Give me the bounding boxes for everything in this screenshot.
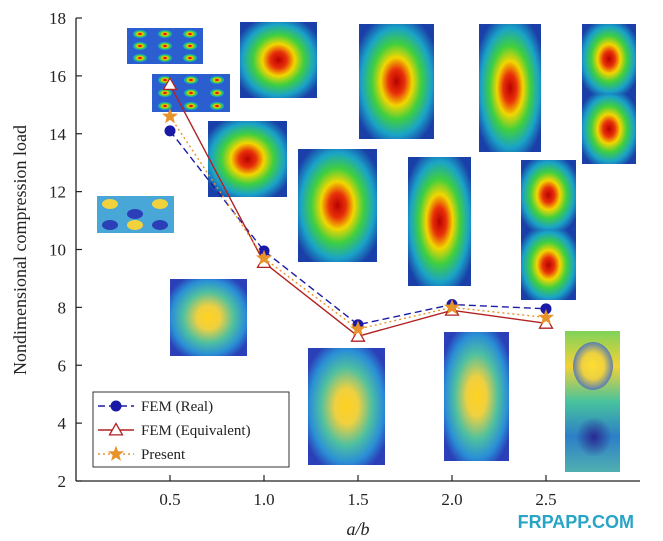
mode-image-2.0-a: [479, 24, 541, 152]
mode-image-2.0-c: [444, 332, 509, 461]
series-line: [169, 130, 547, 326]
y-ticks: 2 4 6 8 10 12 14 16 18: [49, 9, 82, 491]
legend-entry: Present: [98, 445, 186, 463]
y-tick-label: 18: [49, 9, 66, 28]
legend-entry: FEM (Equivalent): [98, 422, 251, 439]
series-fem-real: [164, 125, 552, 331]
x-tick-label: 2.0: [441, 490, 462, 509]
y-tick-label: 14: [49, 125, 67, 144]
data-point: [349, 320, 367, 336]
legend-label: FEM (Real): [141, 399, 213, 415]
mode-image-1.5-b: [298, 149, 377, 262]
data-point: [162, 76, 178, 91]
x-tick-label: 2.5: [535, 490, 556, 509]
data-point: [255, 249, 273, 265]
y-axis-label: Nondimensional compression load: [10, 125, 30, 375]
x-tick-label: 1.5: [347, 490, 368, 509]
mode-image-1.5-a: [359, 24, 434, 139]
mode-image-0.5-b: [152, 74, 230, 112]
watermark: FRPAPP.COM: [518, 512, 634, 532]
legend-label: FEM (Equivalent): [141, 423, 251, 439]
y-tick-label: 6: [58, 356, 67, 375]
x-axis-label: a/b: [346, 519, 369, 539]
mode-image-1.5-c: [308, 348, 385, 465]
mode-image-2.5-b: [521, 160, 576, 300]
y-tick-label: 4: [58, 414, 67, 433]
data-point: [443, 298, 461, 315]
y-tick-label: 10: [49, 241, 66, 260]
legend-entry: FEM (Real): [98, 399, 213, 415]
data-point: [164, 125, 176, 137]
mode-image-0.5-a: [127, 28, 203, 64]
mode-image-2.0-b: [408, 157, 471, 286]
mode-image-0.5-c: [97, 196, 174, 233]
data-point: [350, 328, 366, 342]
series-present: [161, 107, 555, 336]
x-tick-label: 0.5: [159, 490, 180, 509]
legend-marker: [110, 400, 122, 412]
data-point: [537, 309, 555, 325]
mode-image-1.0-b: [208, 121, 287, 197]
mode-image-1.0-a: [240, 22, 317, 98]
series-layer: [161, 76, 555, 342]
y-tick-label: 12: [49, 183, 66, 202]
legend-marker: [107, 445, 125, 461]
x-tick-label: 1.0: [253, 490, 274, 509]
data-point: [161, 107, 179, 124]
y-tick-label: 8: [58, 298, 67, 317]
mode-image-2.5-c: [565, 331, 620, 472]
y-tick-label: 16: [49, 67, 66, 86]
x-ticks: 0.5 1.0 1.5 2.0 2.5: [159, 475, 557, 509]
series-line: [169, 116, 547, 330]
mode-image-2.5-a: [582, 24, 636, 164]
mode-shape-images: [97, 22, 636, 472]
y-tick-label: 2: [58, 472, 67, 491]
legend: FEM (Real) FEM (Equivalent) Present: [92, 391, 290, 468]
legend-label: Present: [141, 447, 186, 463]
mode-image-1.0-c: [170, 279, 247, 356]
legend-marker: [108, 422, 124, 436]
